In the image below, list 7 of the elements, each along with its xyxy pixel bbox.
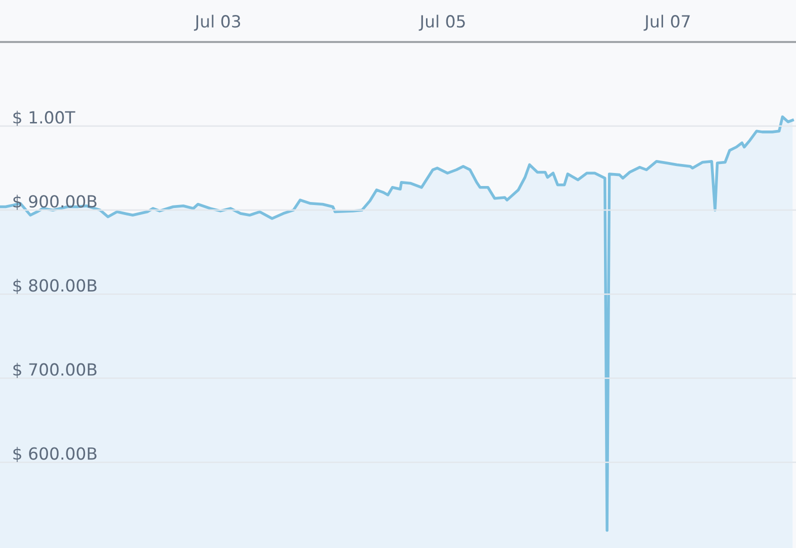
y-tick-label: $ 600.00B (13, 446, 96, 462)
x-tick-label: Jul 05 (418, 14, 465, 31)
y-tick-label: $ 1.00T (13, 110, 76, 126)
y-tick-label: $ 800.00B (13, 278, 96, 294)
y-tick-label: $ 700.00B (13, 362, 96, 378)
x-tick-label: Jul 03 (194, 14, 240, 31)
x-tick-label: Jul 07 (644, 14, 690, 31)
